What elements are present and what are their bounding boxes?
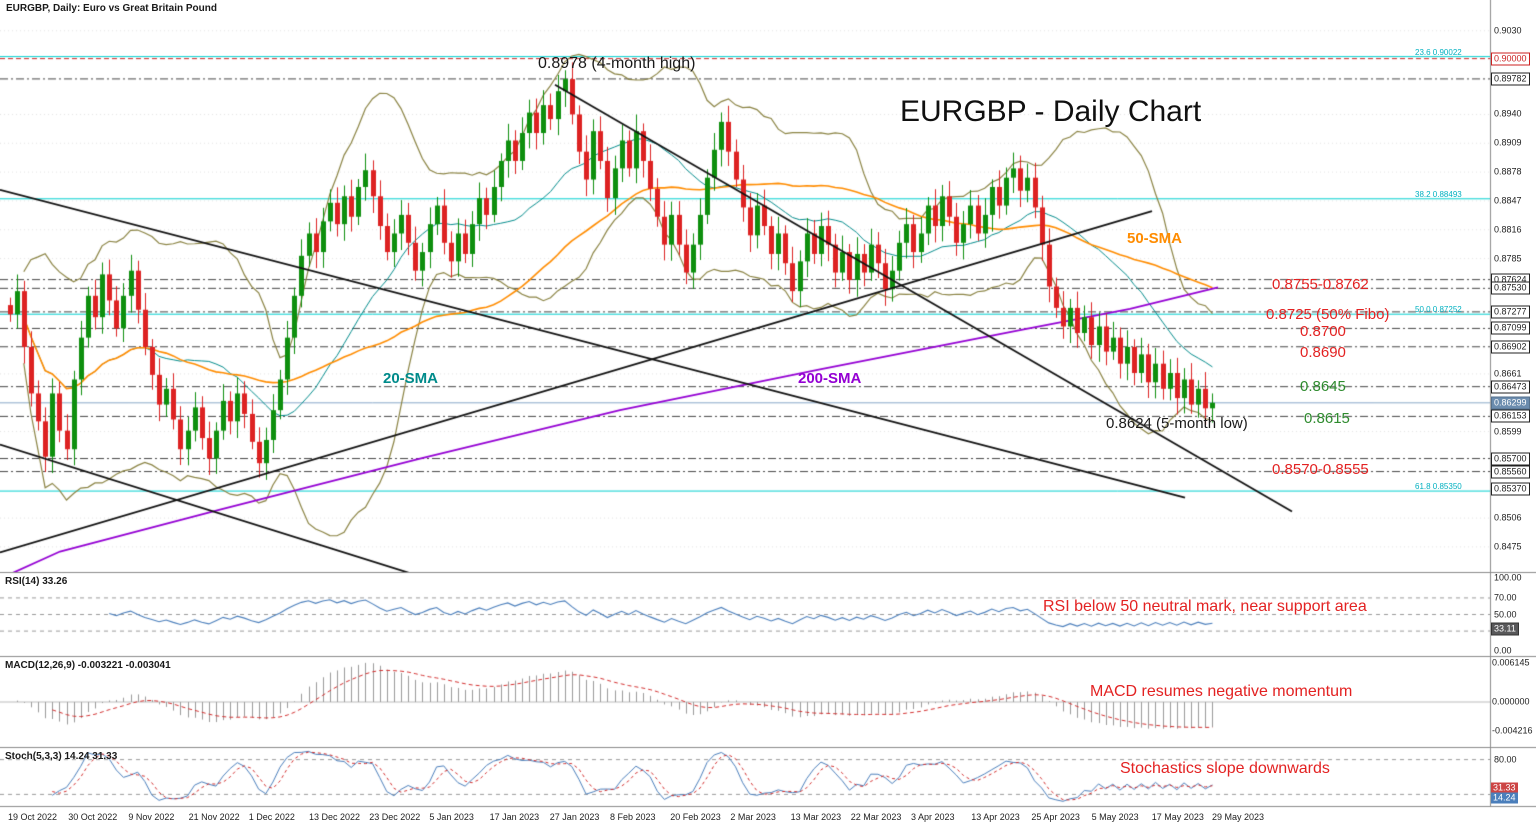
price-chart-canvas[interactable]	[0, 0, 1536, 828]
trading-chart-window: EURGBP, Daily: Euro vs Great Britain Pou…	[0, 0, 1536, 828]
